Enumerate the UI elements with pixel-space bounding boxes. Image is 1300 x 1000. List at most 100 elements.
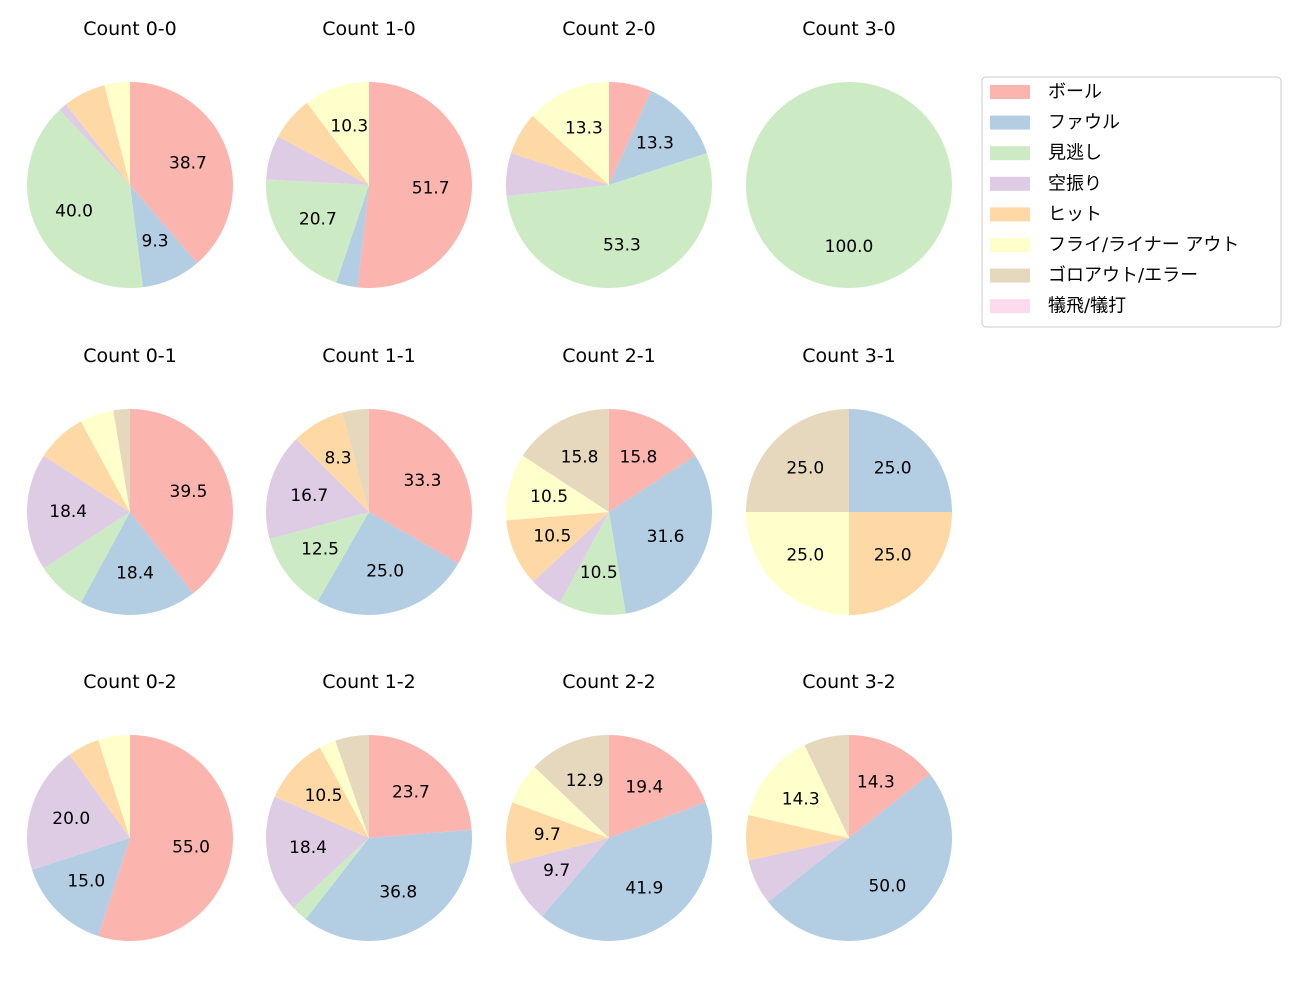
wedge-label: 18.4 [49,502,87,522]
wedge-label: 31.6 [647,527,685,547]
legend-swatch [990,115,1030,130]
legend-item: ファウル [990,112,1120,133]
wedge-6 [532,82,609,185]
legend-label: 空振り [1048,173,1102,194]
wedge-label: 14.3 [782,789,820,809]
wedge-7 [804,735,849,838]
wedge-4 [748,838,849,902]
wedge-label: 25.0 [874,546,912,566]
wedge-4 [266,439,369,539]
wedge-5 [274,747,369,838]
pie-count-3-2: Count 3-2 14.3 50.0 14.3 [746,671,952,941]
wedge-label: 25.0 [786,546,824,566]
legend-item: 空振り [990,173,1102,194]
pie-count-1-1: Count 1-1 33.3 25.0 12.5 16.7 8.3 [266,345,472,615]
wedge-2 [336,185,369,288]
legend-label: ボール [1048,82,1102,103]
pie-title: Count 2-1 [562,345,656,367]
pie-count-1-0: Count 1-0 51.7 20.7 10.3 [266,18,472,288]
wedge-1 [130,409,234,594]
wedge-3 [559,512,626,615]
pie-count-2-1: Count 2-1 15.8 31.6 10.5 10.5 10.5 15.8 [506,345,712,615]
pie-title: Count 3-2 [802,671,896,693]
wedge-label: 9.3 [142,231,169,251]
wedge-6 [306,82,369,185]
wedge-label: 14.3 [857,772,895,792]
wedge-label: 9.7 [534,825,561,845]
legend-swatch [990,85,1030,99]
wedge-4 [27,754,130,870]
legend-item: ゴロアウト/エラー [990,265,1198,286]
wedge-7 [746,409,849,512]
pie-count-3-1: Count 3-1 25.0 25.0 25.0 25.0 [746,345,952,615]
wedge-2 [80,512,194,615]
wedge-label: 10.5 [305,786,343,806]
legend-swatch [990,176,1030,191]
wedge-label: 25.0 [366,562,404,582]
wedge-7 [534,735,609,838]
wedge-label: 19.4 [625,777,663,797]
wedge-label: 16.7 [290,486,328,506]
wedge-3 [27,109,143,288]
pie-title: Count 0-1 [83,345,177,367]
pie-count-0-2: Count 0-2 55.0 15.0 20.0 [27,671,234,941]
wedge-2 [130,185,198,288]
wedge-label: 100.0 [825,237,874,257]
wedge-label: 10.5 [533,527,571,547]
wedge-label: 20.0 [52,809,90,829]
wedge-3 [43,512,130,603]
wedge-3 [293,838,369,920]
legend-item: ヒット [990,204,1102,225]
wedge-label: 55.0 [172,838,210,858]
pie-count-2-2: Count 2-2 19.4 41.9 9.7 9.7 12.9 [505,671,712,941]
wedge-2 [849,409,952,512]
pie-title: Count 2-0 [562,18,656,40]
wedge-2 [609,90,707,185]
wedge-6 [748,745,849,838]
legend-label: 見逃し [1048,143,1102,164]
wedge-label: 20.7 [299,210,337,230]
wedge-5 [506,512,609,582]
wedge-label: 10.3 [330,116,368,136]
wedge-2 [32,838,130,936]
wedge-label: 18.4 [116,564,154,584]
legend-item: 犠飛/犠打 [990,296,1126,317]
wedge-label: 15.0 [67,872,105,892]
wedge-1 [609,409,696,512]
legend-swatch [990,238,1030,252]
wedge-label: 8.3 [325,449,352,469]
wedge-label: 9.7 [543,861,570,881]
pie-title: Count 2-2 [562,671,656,693]
wedge-7 [342,409,369,512]
wedge-5 [746,815,849,861]
legend-item: 見逃し [990,143,1102,164]
wedge-2 [305,829,473,941]
wedge-3 [506,153,712,289]
wedge-1 [849,735,930,838]
wedge-6 [98,735,130,838]
wedge-label: 10.5 [580,563,618,583]
wedge-2 [542,802,712,941]
wedge-7 [522,409,609,512]
pie-title: Count 3-1 [802,345,896,367]
wedge-7 [113,409,130,512]
wedge-label: 50.0 [868,876,906,896]
wedge-label: 15.8 [620,448,658,468]
wedge-3 [746,82,952,288]
wedge-5 [296,412,369,512]
pie-title: Count 3-0 [802,18,896,40]
pie-title: Count 0-0 [83,18,177,40]
wedge-4 [509,838,609,917]
legend-item: フライ/ライナー アウト [990,235,1239,256]
wedge-5 [505,802,609,865]
legend-label: ゴロアウト/エラー [1048,265,1198,286]
wedge-2 [609,455,712,614]
wedge-4 [27,455,130,569]
pie-title: Count 1-1 [322,345,416,367]
wedge-6 [104,82,130,185]
legend-swatch [990,207,1030,222]
wedge-label: 13.3 [565,119,603,139]
wedge-1 [609,82,652,185]
legend-swatch [990,268,1030,283]
